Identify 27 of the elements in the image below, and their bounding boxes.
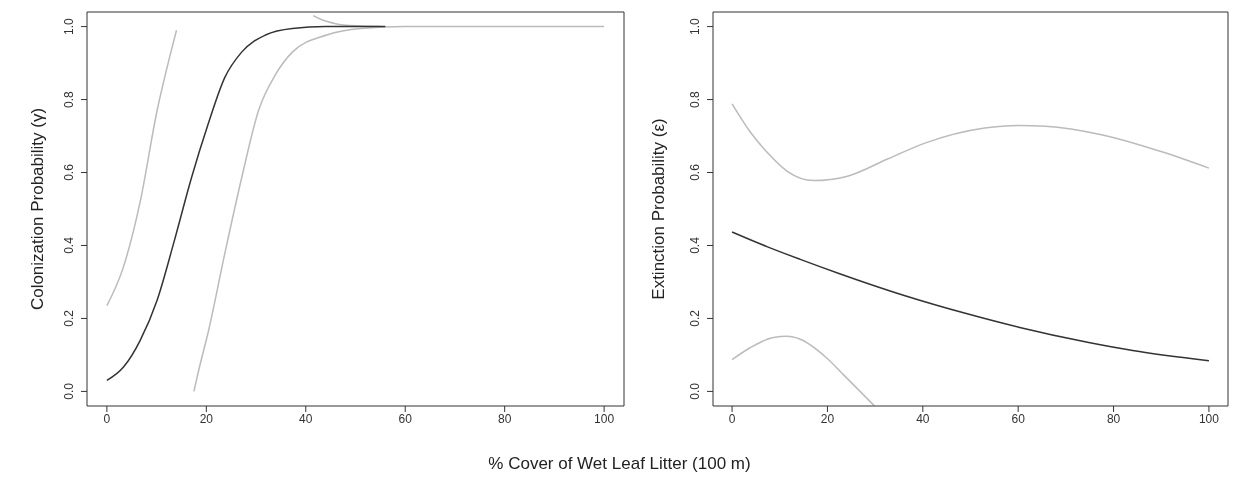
x-tick-label: 60: [398, 411, 413, 426]
x-tick-label: 40: [916, 411, 930, 426]
x-tick-label: 60: [1011, 411, 1026, 426]
y-tick-label: 0.2: [688, 309, 702, 327]
y-tick-label: 0.6: [688, 163, 702, 181]
x-tick-label: 80: [497, 411, 512, 426]
x-tick-label: 100: [1198, 411, 1220, 426]
y-tick-label: 1.0: [688, 17, 702, 35]
y-tick-label: 0.4: [688, 236, 702, 254]
y-tick-label: 0.0: [688, 382, 702, 400]
y-tick-label: 0.6: [62, 163, 76, 181]
y-tick-label: 0.8: [688, 90, 702, 108]
y-tick-label: 1.0: [62, 17, 76, 35]
y-axis-title: Extinction Probability (ε): [649, 118, 669, 300]
x-tick-label: 0: [728, 411, 736, 426]
x-tick-label: 40: [299, 411, 313, 426]
x-tick-label: 20: [820, 411, 835, 426]
y-tick-label: 0.8: [62, 90, 76, 108]
x-axis-title: % Cover of Wet Leaf Litter (100 m): [487, 454, 752, 474]
y-tick-label: 0.4: [62, 236, 76, 254]
y-tick-label: 0.0: [62, 382, 76, 400]
y-axis-title: Colonization Probability (γ): [28, 107, 48, 311]
x-tick-label: 0: [103, 411, 111, 426]
x-tick-label: 20: [199, 411, 214, 426]
x-tick-label: 80: [1106, 411, 1121, 426]
x-tick-label: 100: [594, 411, 615, 426]
y-tick-label: 0.2: [62, 309, 76, 327]
